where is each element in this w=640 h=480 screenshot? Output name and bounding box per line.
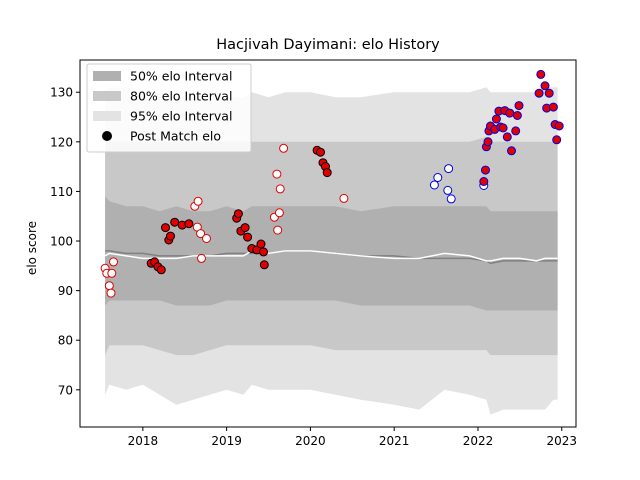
data-point [184,219,194,229]
data-point [548,102,558,112]
data-point [544,88,554,98]
data-point [534,88,544,98]
y-axis-label: elo score [25,221,39,275]
legend-swatch [93,111,121,121]
data-point [433,173,443,182]
series-black-edge-red [146,145,332,275]
legend-label: 95% elo Interval [130,109,232,124]
plot-frame [79,59,577,428]
x-tick-label: 2022 [463,434,494,448]
data-point [443,185,453,195]
x-tick-label: 2021 [379,434,410,448]
data-point [197,253,206,263]
data-point [507,146,516,156]
y-tick-label: 100 [50,235,73,249]
data-point [512,111,522,120]
data-point [514,101,524,111]
data-point [107,268,117,278]
data-point [240,223,250,233]
data-point [498,123,508,133]
plot-inner [100,69,564,415]
data-point [233,209,243,219]
series-blue-edge-white [429,164,489,204]
data-point [483,137,493,147]
x-tick-label: 2020 [295,434,326,448]
data-point [322,168,332,178]
y-tick-label: 70 [58,383,73,397]
plot-area [100,69,564,415]
mean-line [104,250,558,262]
data-point [272,169,282,179]
data-point [259,260,269,270]
legend-label: Post Match elo [130,129,221,144]
series-red-edge-white [100,143,349,298]
data-point [552,135,562,145]
y-tick-label: 120 [50,135,73,149]
data-point [491,114,501,124]
data-point [511,126,521,136]
axes: 2018 2019 2020 2021 2022 2023 70 80 90 100 110 120 1… [50,59,577,448]
legend-marker [102,131,112,141]
data-point [166,231,175,241]
data-point [106,288,116,298]
x-tick-label: 2018 [128,434,159,448]
data-point [279,143,289,153]
data-point [273,225,283,235]
data-point [202,234,211,243]
data-point [339,193,349,203]
legend-swatch [93,91,121,101]
data-point [446,194,456,204]
data-point [505,108,515,118]
data-point [274,208,284,218]
data-point [193,196,203,206]
data-point [554,121,564,131]
legend-swatch [93,71,121,81]
legend-box [86,63,252,153]
data-point [536,69,546,79]
y-tick-label: 110 [50,185,73,199]
data-point [256,239,266,249]
data-point [502,132,512,142]
data-point [170,217,180,227]
y-tick-label: 130 [50,86,73,100]
y-tick-label: 80 [58,334,73,348]
legend-label: 50% elo Interval [130,69,232,84]
data-point [104,281,114,291]
data-point [109,257,118,267]
data-point [243,232,253,242]
data-point [316,147,325,157]
data-point [429,180,439,190]
x-tick-label: 2019 [211,434,242,448]
data-point [481,165,490,175]
legend-label: 80% elo Interval [130,89,232,104]
data-point [479,177,489,186]
data-point [444,164,454,174]
data-point [156,265,166,275]
data-point [196,229,206,239]
data-point [259,247,268,257]
data-point [540,81,550,91]
data-point [275,184,285,194]
series-blue-edge-red [479,69,564,186]
legend: 50% elo Interval 80% elo Interval 95% elo … [86,63,252,153]
chart-title: Hacjivah Dayimani: elo History [216,37,440,53]
x-tick-label: 2023 [546,434,577,448]
data-point [161,223,170,233]
y-tick-label: 90 [58,284,73,298]
